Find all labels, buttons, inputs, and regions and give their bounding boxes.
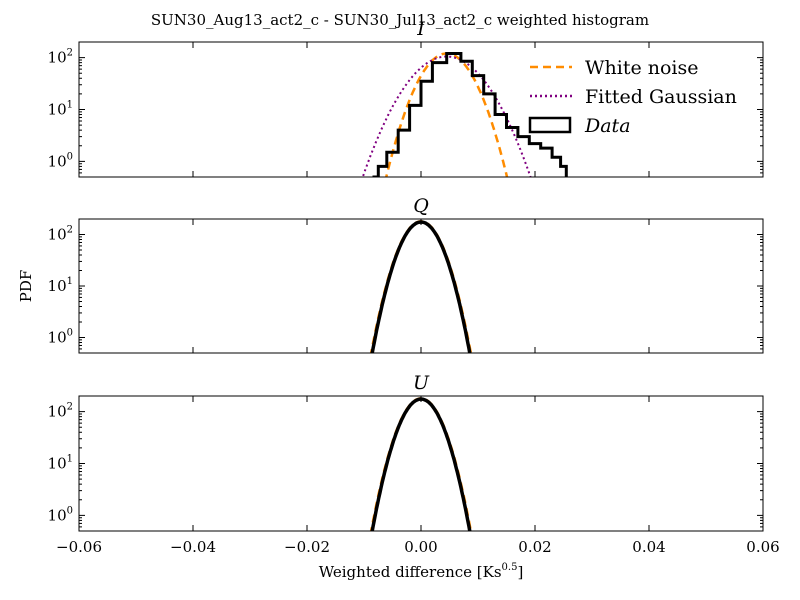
- y-tick-label: 100: [48, 327, 73, 346]
- y-tick-label: 102: [48, 48, 73, 67]
- y-tick-label: 102: [48, 402, 73, 421]
- x-axis-label-suffix: ]: [517, 563, 523, 581]
- subplot-i-series-data: [372, 52, 568, 177]
- y-tick-label: 100: [48, 151, 73, 170]
- subplots: I 100 101 102 Q 100 101 102 U −0.06 −0.04 −0.02 0.00…: [48, 18, 780, 556]
- x-tick-label: 0.00: [404, 538, 437, 556]
- subplot-i-series-fitted-gaussian: [361, 55, 532, 177]
- subplot-q-title: Q: [413, 195, 429, 217]
- x-axis-label-prefix: Weighted difference [Ks: [319, 563, 502, 581]
- x-tick-label: −0.04: [170, 538, 216, 556]
- x-axis-label-exponent: 0.5: [502, 562, 518, 573]
- y-tick-label: 101: [48, 454, 73, 473]
- subplot-i-title: I: [416, 18, 425, 40]
- subplot-u-series-data: [370, 397, 472, 531]
- y-axis-label: PDF: [17, 270, 35, 303]
- x-axis-label: Weighted difference [Ks0.5]: [319, 562, 524, 581]
- y-tick-label: 101: [48, 276, 73, 295]
- subplot-q-series-white-noise: [369, 220, 473, 353]
- figure-suptitle: SUN30_Aug13_act2_c - SUN30_Jul13_act2_c …: [151, 11, 649, 29]
- legend-data-label: Data: [584, 115, 631, 137]
- subplot-i-series-white-noise: [385, 52, 509, 177]
- legend: White noise Fitted Gaussian Data: [528, 57, 737, 137]
- subplot-i: I 100 101 102: [48, 18, 764, 178]
- x-tick-label: −0.06: [56, 538, 102, 556]
- subplot-q-frame: [78, 218, 764, 354]
- legend-fitted-gaussian-label: Fitted Gaussian: [585, 86, 737, 108]
- subplot-u-frame: [78, 395, 764, 532]
- x-tick-label: 0.06: [746, 538, 779, 556]
- subplot-q-series-data: [370, 220, 472, 353]
- y-tick-label: 102: [48, 225, 73, 244]
- subplot-q: Q 100 101 102: [48, 195, 764, 354]
- y-tick-label: 101: [48, 100, 73, 119]
- x-tick-label: 0.02: [518, 538, 551, 556]
- x-tick-label: 0.04: [632, 538, 665, 556]
- legend-white-noise-label: White noise: [585, 57, 699, 79]
- subplot-u-title: U: [413, 372, 430, 394]
- x-tick-label: −0.02: [284, 538, 330, 556]
- subplot-u: U −0.06 −0.04 −0.02 0.00 0.02 0.04 0.06 100 101 10…: [48, 372, 780, 556]
- subplot-u-series-white-noise: [369, 397, 473, 531]
- legend-data-swatch: [528, 116, 572, 134]
- y-tick-label: 100: [48, 505, 73, 524]
